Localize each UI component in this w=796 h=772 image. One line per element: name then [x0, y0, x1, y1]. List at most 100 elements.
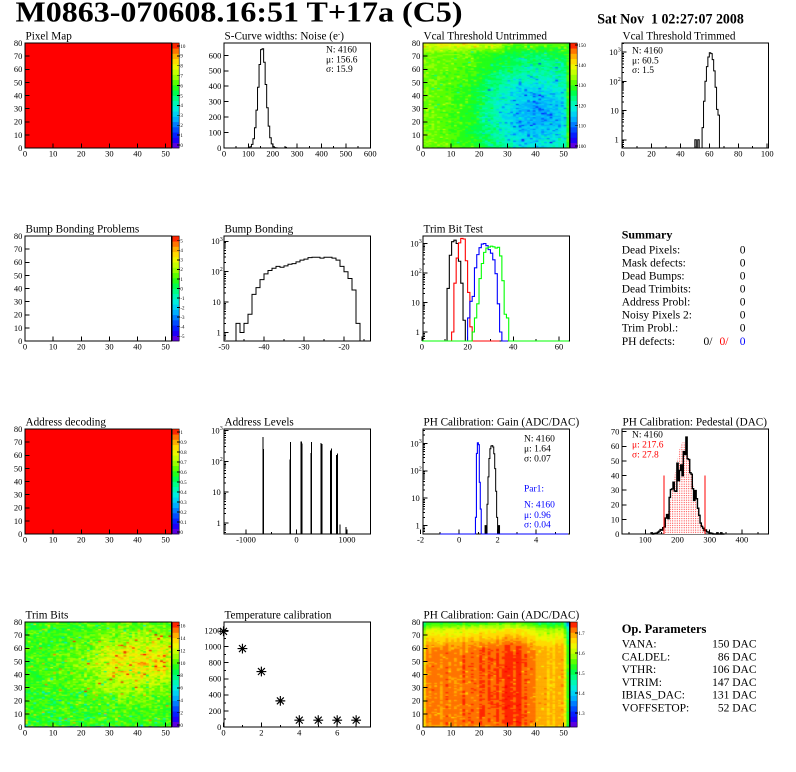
svg-text:10: 10: [412, 130, 421, 140]
svg-text:VTRIM:: VTRIM:: [622, 677, 662, 689]
svg-text:500: 500: [209, 66, 222, 76]
svg-text:3: 3: [419, 239, 422, 245]
svg-text:0: 0: [180, 531, 183, 536]
svg-text:1: 1: [416, 327, 420, 337]
svg-text:10: 10: [211, 267, 220, 277]
svg-text:0: 0: [615, 529, 619, 539]
svg-text:Trim Probl.:: Trim Probl.:: [622, 323, 678, 335]
svg-text:30: 30: [611, 485, 620, 495]
svg-text:80: 80: [734, 149, 743, 159]
svg-text:150: 150: [578, 44, 586, 49]
svg-text:σ: 1.5: σ: 1.5: [632, 66, 654, 76]
svg-text:40: 40: [611, 470, 620, 480]
svg-text:4: 4: [180, 249, 183, 254]
svg-text:10: 10: [410, 268, 419, 278]
svg-text:S-Curve widths: Noise (e-): S-Curve widths: Noise (e-): [225, 30, 345, 43]
svg-text:7: 7: [180, 74, 183, 79]
svg-text:CALDEL:: CALDEL:: [622, 651, 671, 663]
svg-text:60: 60: [705, 149, 714, 159]
svg-text:40: 40: [676, 149, 685, 159]
svg-text:0: 0: [221, 728, 225, 738]
svg-text:50: 50: [14, 463, 23, 473]
svg-text:0: 0: [18, 722, 22, 732]
svg-text:0: 0: [180, 724, 183, 729]
svg-text:2: 2: [419, 466, 422, 472]
svg-text:40: 40: [133, 149, 142, 159]
svg-text:10: 10: [610, 106, 619, 116]
svg-text:40: 40: [412, 669, 421, 679]
svg-text:1.3: 1.3: [578, 712, 585, 717]
svg-text:10: 10: [411, 297, 420, 307]
svg-text:30: 30: [412, 683, 421, 693]
svg-text:Noisy Pixels 2:: Noisy Pixels 2:: [622, 310, 692, 322]
svg-text:1.4: 1.4: [578, 692, 585, 697]
svg-text:10: 10: [180, 45, 186, 50]
svg-text:0: 0: [740, 323, 746, 335]
svg-text:Address Levels: Address Levels: [225, 417, 294, 429]
svg-text:30: 30: [105, 535, 114, 545]
svg-text:-5: -5: [180, 335, 185, 340]
svg-text:70: 70: [14, 244, 23, 254]
svg-text:N: 4160: N: 4160: [326, 45, 357, 55]
svg-text:70: 70: [412, 51, 421, 61]
svg-text:3: 3: [419, 439, 422, 445]
svg-text:60: 60: [14, 450, 23, 460]
svg-text:0.9: 0.9: [180, 441, 187, 446]
svg-text:120: 120: [578, 104, 586, 109]
svg-text:4: 4: [297, 728, 302, 738]
svg-text:50: 50: [412, 77, 421, 87]
svg-text:20: 20: [77, 728, 86, 738]
svg-text:106 DAC: 106 DAC: [712, 664, 757, 676]
svg-text:-30: -30: [298, 342, 309, 352]
svg-text:10: 10: [611, 514, 620, 524]
svg-text:0.7: 0.7: [180, 461, 187, 466]
svg-text:0: 0: [23, 535, 27, 545]
svg-text:8: 8: [180, 65, 183, 70]
svg-text:80: 80: [14, 231, 23, 241]
svg-text:1.7: 1.7: [578, 632, 585, 637]
svg-text:50: 50: [14, 77, 23, 87]
svg-text:400: 400: [315, 149, 328, 159]
svg-text:2: 2: [220, 267, 223, 273]
svg-text:μ: 217.6: μ: 217.6: [632, 441, 664, 451]
svg-text:500: 500: [340, 149, 353, 159]
svg-text:2: 2: [220, 457, 223, 463]
svg-text:3: 3: [180, 114, 183, 119]
svg-text:VOFFSETOP:: VOFFSETOP:: [622, 703, 690, 715]
svg-text:Par1:: Par1:: [524, 485, 544, 495]
svg-text:100: 100: [578, 145, 586, 150]
svg-text:300: 300: [703, 535, 716, 545]
svg-text:μ: 0.96: μ: 0.96: [524, 511, 551, 521]
svg-text:1: 1: [180, 134, 183, 139]
svg-text:20: 20: [475, 728, 484, 738]
svg-text:1200: 1200: [204, 625, 221, 635]
svg-text:40: 40: [531, 728, 540, 738]
svg-text:N: 4160: N: 4160: [632, 47, 663, 57]
svg-text:400: 400: [209, 81, 222, 91]
svg-text:60: 60: [14, 64, 23, 74]
svg-text:0: 0: [217, 722, 221, 732]
svg-text:100: 100: [639, 535, 652, 545]
svg-text:200: 200: [209, 112, 222, 122]
svg-text:40: 40: [14, 476, 23, 486]
svg-text:0/: 0/: [704, 336, 714, 348]
svg-text:N: 4160: N: 4160: [524, 501, 555, 511]
svg-text:600: 600: [209, 50, 222, 60]
svg-text:Trim Bits: Trim Bits: [26, 610, 69, 622]
svg-text:-40: -40: [258, 342, 269, 352]
svg-text:2: 2: [495, 535, 499, 545]
svg-text:σ: 27.8: σ: 27.8: [632, 451, 659, 461]
svg-text:10: 10: [609, 47, 618, 57]
svg-text:0: 0: [18, 529, 22, 539]
svg-text:40: 40: [133, 728, 142, 738]
svg-text:4: 4: [180, 699, 183, 704]
svg-text:50: 50: [559, 728, 568, 738]
svg-text:M0863-070608.16:51 T+17a (C5): M0863-070608.16:51 T+17a (C5): [16, 0, 463, 28]
svg-text:20: 20: [77, 149, 86, 159]
svg-text:0: 0: [416, 143, 420, 153]
svg-text:10: 10: [14, 130, 23, 140]
svg-text:10: 10: [212, 487, 221, 497]
svg-text:30: 30: [14, 297, 23, 307]
svg-text:6: 6: [180, 84, 183, 89]
svg-text:-2: -2: [417, 535, 424, 545]
